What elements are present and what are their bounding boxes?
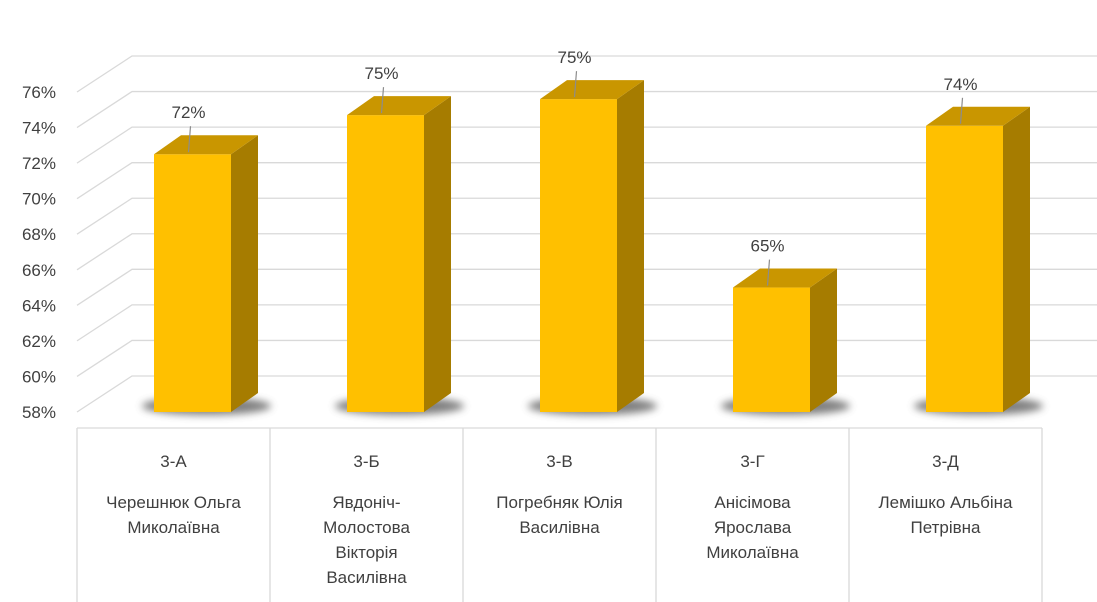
bar-side — [810, 268, 837, 412]
category-label: 3-Д Лемішко Альбіна Петрівна — [879, 452, 1014, 537]
bar-front — [347, 115, 424, 412]
bar-side — [1003, 106, 1030, 413]
data-label-leader — [573, 71, 578, 98]
category-label-line: 3-В — [546, 452, 572, 471]
data-label: 75% — [364, 64, 398, 83]
data-label: 72% — [171, 103, 205, 122]
data-label: 74% — [943, 75, 977, 94]
category-label: 3-Г Анісімова Ярослава Миколаївна — [706, 452, 799, 562]
data-label-leader — [380, 87, 385, 114]
gridline — [76, 90, 1097, 129]
bar-top — [733, 268, 837, 288]
y-tick-label: 64% — [22, 296, 56, 315]
category-label-line: 3-А — [160, 452, 187, 471]
bar-front — [540, 99, 617, 412]
y-tick-label: 72% — [22, 154, 56, 173]
category-label-line: Василівна — [519, 518, 600, 537]
category-label-line: 3-Г — [740, 452, 764, 471]
data-label: 65% — [750, 237, 784, 256]
bar — [721, 268, 850, 415]
y-axis: 58% 60% 62% 64% 66% 68% 70% 72% 74% 76% — [22, 83, 56, 422]
bar-side — [231, 135, 258, 412]
y-tick-label: 74% — [22, 119, 56, 138]
gridline — [76, 126, 1097, 164]
y-tick-label: 70% — [22, 190, 56, 209]
y-tick-label: 76% — [22, 83, 56, 102]
y-tick-label: 62% — [22, 332, 56, 351]
bar-top — [347, 96, 451, 116]
category-label-line: Миколаївна — [127, 518, 220, 537]
y-tick-label: 68% — [22, 225, 56, 244]
category-label-line: Петрівна — [910, 518, 981, 537]
data-label: 75% — [557, 48, 591, 67]
data-label-leader — [187, 126, 192, 153]
bar-front — [733, 287, 810, 412]
data-label-leader — [766, 259, 771, 286]
bar-top — [926, 106, 1030, 126]
category-label-line: Василівна — [326, 568, 407, 587]
category-label-line: Анісімова — [714, 493, 791, 512]
category-label-line: Лемішко Альбіна — [879, 493, 1014, 512]
bar — [335, 96, 464, 415]
data-label-leader — [959, 97, 964, 124]
bars — [142, 80, 1043, 415]
category-label-line: Погребняк Юлія — [496, 493, 622, 512]
category-label: 3-А Черешнюк Ольга Миколаївна — [106, 452, 241, 537]
y-tick-label: 58% — [22, 403, 56, 422]
category-label-line: Ярослава — [714, 518, 792, 537]
grid-lines — [76, 55, 1097, 413]
y-tick-label: 60% — [22, 367, 56, 386]
bar-front — [154, 154, 231, 412]
category-label-line: Молостова — [323, 518, 410, 537]
gridline — [76, 162, 1097, 200]
bar-top — [540, 80, 644, 100]
bar — [142, 135, 271, 415]
y-tick-label: 66% — [22, 261, 56, 280]
category-label-line: 3-Б — [353, 452, 379, 471]
bar-front — [926, 125, 1003, 413]
bar-side — [617, 80, 644, 412]
gridline — [76, 233, 1097, 271]
category-label-line: Миколаївна — [706, 543, 799, 562]
bar-top — [154, 135, 258, 155]
category-axis: 3-А Черешнюк Ольга Миколаївна 3-Б Явдоніч- Мо… — [76, 427, 1043, 602]
category-label-line: 3-Д — [932, 452, 959, 471]
gridline — [76, 55, 1097, 93]
bar — [914, 106, 1043, 415]
category-label-line: Черешнюк Ольга — [106, 493, 241, 512]
bar — [528, 80, 657, 415]
category-label: 3-Б Явдоніч- Молостова Вікторія Василівна — [323, 452, 410, 587]
category-label-line: Вікторія — [335, 543, 397, 562]
data-labels: 72% 75% 75% 65% 74% — [171, 48, 978, 286]
bar-side — [424, 96, 451, 412]
category-label-line: Явдоніч- — [332, 493, 400, 512]
gridline — [76, 197, 1097, 235]
category-label: 3-В Погребняк Юлія Василівна — [496, 452, 622, 537]
